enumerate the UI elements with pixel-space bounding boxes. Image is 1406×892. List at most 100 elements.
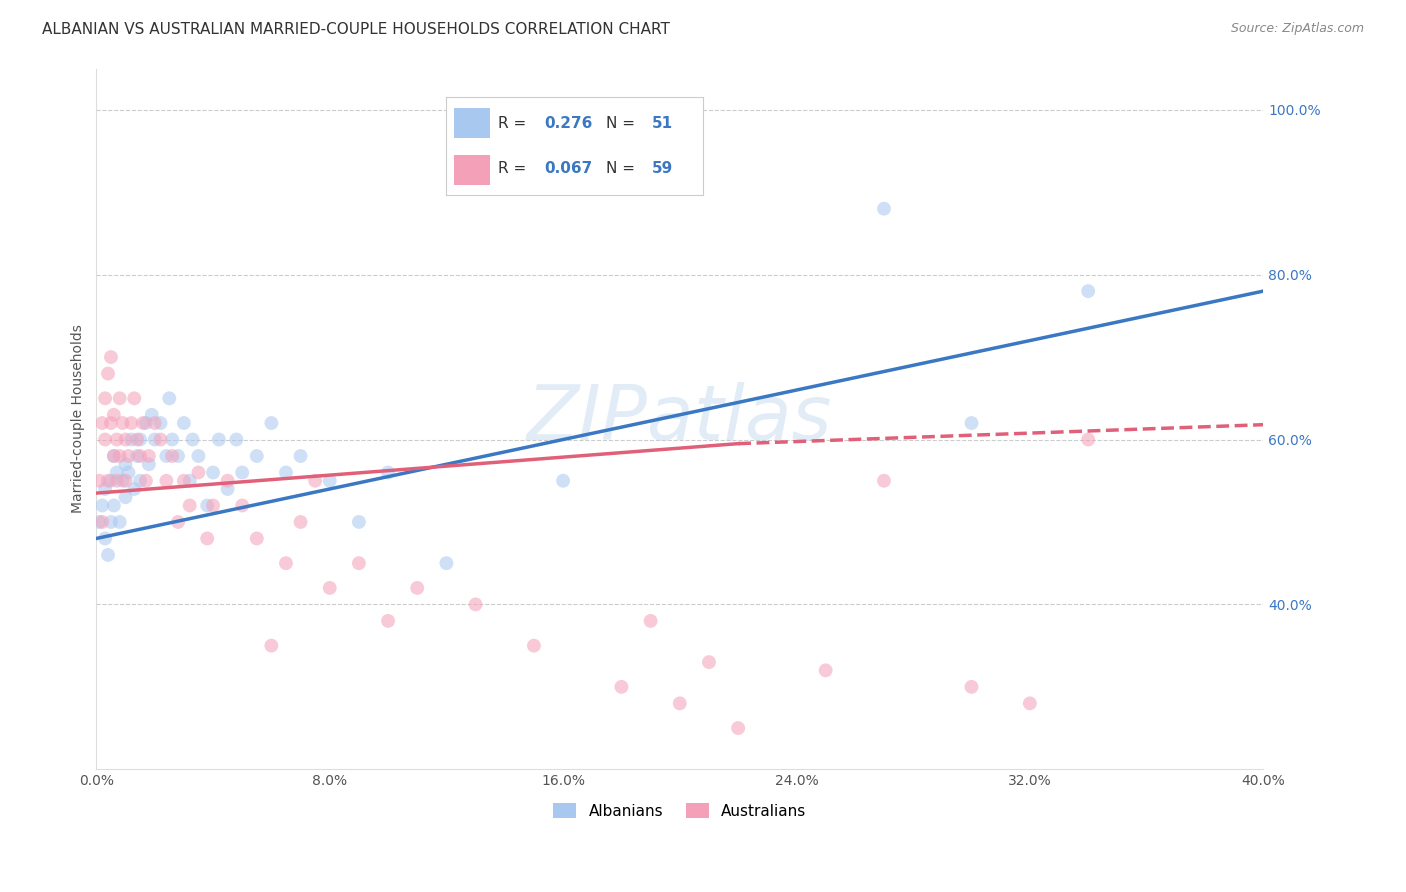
Point bbox=[814, 664, 837, 678]
Point bbox=[377, 466, 399, 480]
Text: ZIPatlas: ZIPatlas bbox=[527, 382, 832, 456]
Point bbox=[246, 532, 269, 546]
Point bbox=[91, 416, 114, 430]
Point bbox=[120, 416, 142, 430]
Point bbox=[319, 474, 342, 488]
Point bbox=[108, 449, 131, 463]
Point bbox=[97, 548, 120, 562]
Point bbox=[464, 598, 486, 612]
Point bbox=[103, 499, 125, 513]
Point bbox=[668, 697, 690, 711]
Point bbox=[231, 499, 253, 513]
Point bbox=[173, 474, 195, 488]
Point bbox=[143, 433, 166, 447]
Point bbox=[114, 474, 136, 488]
Point bbox=[89, 515, 111, 529]
Point bbox=[141, 408, 163, 422]
Point bbox=[225, 433, 247, 447]
Point bbox=[217, 474, 239, 488]
Point bbox=[406, 581, 429, 595]
Point bbox=[111, 474, 134, 488]
Point bbox=[100, 416, 122, 430]
Point bbox=[105, 466, 128, 480]
Point bbox=[173, 416, 195, 430]
Point bbox=[231, 466, 253, 480]
Point bbox=[217, 482, 239, 496]
Point bbox=[127, 449, 149, 463]
Point bbox=[132, 416, 155, 430]
Point bbox=[120, 433, 142, 447]
Point bbox=[319, 581, 342, 595]
Text: ALBANIAN VS AUSTRALIAN MARRIED-COUPLE HOUSEHOLDS CORRELATION CHART: ALBANIAN VS AUSTRALIAN MARRIED-COUPLE HO… bbox=[42, 22, 671, 37]
Point bbox=[160, 449, 183, 463]
Point bbox=[97, 474, 120, 488]
Point bbox=[111, 416, 134, 430]
Point bbox=[202, 499, 225, 513]
Point bbox=[195, 499, 218, 513]
Point bbox=[202, 466, 225, 480]
Point bbox=[155, 449, 177, 463]
Point bbox=[135, 474, 157, 488]
Point bbox=[873, 474, 896, 488]
Point bbox=[181, 433, 204, 447]
Point bbox=[1077, 433, 1099, 447]
Point bbox=[100, 474, 122, 488]
Point bbox=[208, 433, 231, 447]
Point bbox=[124, 392, 146, 406]
Point bbox=[114, 433, 136, 447]
Point bbox=[94, 482, 117, 496]
Point bbox=[105, 474, 128, 488]
Point bbox=[103, 408, 125, 422]
Point bbox=[1018, 697, 1040, 711]
Point bbox=[91, 499, 114, 513]
Point bbox=[124, 482, 146, 496]
Point bbox=[179, 474, 201, 488]
Point bbox=[94, 433, 117, 447]
Point bbox=[129, 449, 152, 463]
Point bbox=[91, 515, 114, 529]
Point bbox=[100, 515, 122, 529]
Point bbox=[160, 433, 183, 447]
Point bbox=[94, 392, 117, 406]
Point bbox=[187, 466, 209, 480]
Point bbox=[138, 457, 160, 471]
Point bbox=[105, 433, 128, 447]
Point bbox=[260, 416, 283, 430]
Point bbox=[377, 614, 399, 628]
Point bbox=[195, 532, 218, 546]
Point bbox=[960, 680, 983, 694]
Point bbox=[960, 416, 983, 430]
Point bbox=[523, 639, 546, 653]
Point bbox=[1077, 284, 1099, 298]
Point bbox=[697, 655, 720, 669]
Point bbox=[304, 474, 326, 488]
Point bbox=[155, 474, 177, 488]
Point bbox=[187, 449, 209, 463]
Point bbox=[103, 449, 125, 463]
Point bbox=[873, 202, 896, 216]
Point bbox=[114, 457, 136, 471]
Point bbox=[347, 515, 370, 529]
Point bbox=[179, 499, 201, 513]
Point bbox=[108, 392, 131, 406]
Point bbox=[157, 392, 180, 406]
Point bbox=[135, 416, 157, 430]
Point bbox=[149, 433, 172, 447]
Point bbox=[143, 416, 166, 430]
Text: Source: ZipAtlas.com: Source: ZipAtlas.com bbox=[1230, 22, 1364, 36]
Point bbox=[117, 466, 139, 480]
Y-axis label: Married-couple Households: Married-couple Households bbox=[72, 325, 86, 514]
Point bbox=[610, 680, 633, 694]
Point bbox=[274, 556, 297, 570]
Point bbox=[89, 474, 111, 488]
Point bbox=[640, 614, 662, 628]
Point bbox=[149, 416, 172, 430]
Point bbox=[167, 449, 190, 463]
Point bbox=[167, 515, 190, 529]
Point bbox=[114, 490, 136, 504]
Point bbox=[129, 433, 152, 447]
Point bbox=[129, 474, 152, 488]
Legend: Albanians, Australians: Albanians, Australians bbox=[547, 797, 813, 825]
Point bbox=[127, 433, 149, 447]
Point bbox=[97, 367, 120, 381]
